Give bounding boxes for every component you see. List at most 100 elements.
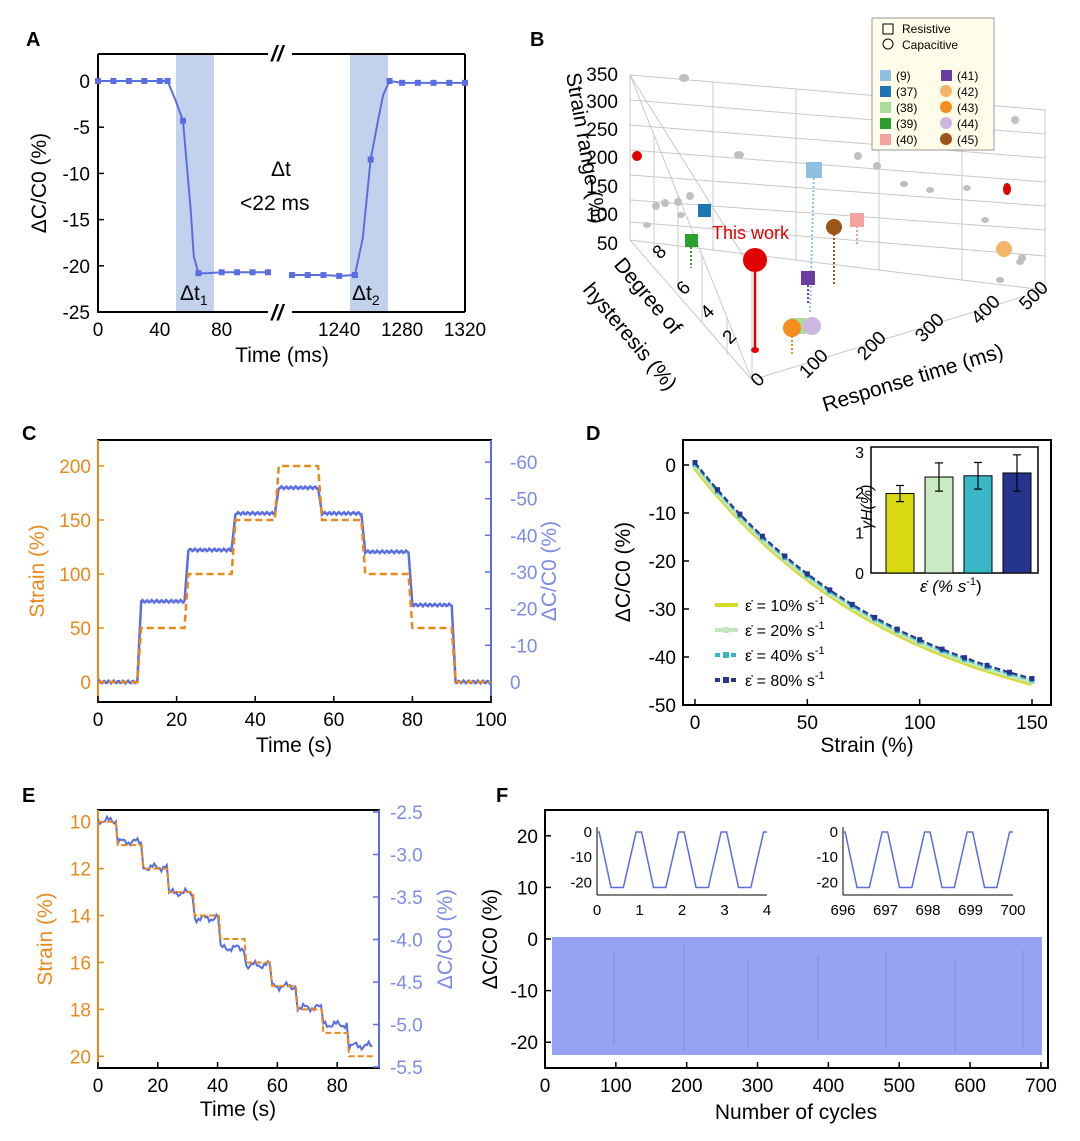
y-tick-label: -30 [649,600,676,621]
x-tick-label: 100 [904,713,936,734]
x-tick-label: 500 [883,1076,915,1097]
series-marker [692,459,698,465]
series-strain-c [98,464,491,684]
panel-d: D 0 50 100 150 0 -10 -20 -30 -40 -50 ε̇ = 10% s-… [586,423,1052,757]
y-tick-label: -40 [510,526,537,547]
x-tick-label: 400 [967,291,1004,328]
x-tick-label: 100 [475,710,507,731]
x-ticks-d: 0 50 100 150 [690,699,1048,734]
data-point [446,79,453,86]
axis-break-bottom: // [270,300,286,325]
data-point [249,269,256,276]
series-marker [1007,669,1013,675]
inset-x-tick: 1 [635,902,643,919]
y-tick-label: 100 [59,565,91,586]
inset-x-tick: 0 [593,902,601,919]
y-axis-label-e-left: Strain (%) [34,892,57,985]
data-point [367,156,374,163]
legend-b: Resistive Capacitive (9) (37) (38) (39) … [871,17,995,151]
x-axis-label-f: Number of cycles [715,1101,877,1124]
y-ticks-c-right: 0 -10 -20 -30 -40 -50 -60 [485,453,537,694]
inset-y-tick: -10 [570,849,592,866]
inset-bar [924,476,954,574]
inset-y-tick: 0 [830,824,838,841]
legend-capacitive: Capacitive [902,38,958,52]
x-tick-label: 80 [402,710,423,731]
y-tick-label: -50 [510,490,537,511]
y-tick-label: -50 [649,696,676,717]
y-tick-label: 16 [70,953,91,974]
panel-letter-b: B [530,29,544,51]
x-tick-label: 50 [797,713,818,734]
y-tick-label: 350 [586,65,618,86]
marker-ref-9 [806,162,822,178]
red-point-right [1003,183,1011,195]
x-tick-label: 40 [207,1076,228,1097]
data-points-a [95,78,468,279]
x-tick-label: 60 [267,1076,288,1097]
y-tick-label: -3.5 [390,888,423,909]
y-ticks-e-right: -2.5 -3.0 -3.5 -4.0 -4.5 -5.0 -5.5 [373,803,423,1079]
data-point [218,269,225,276]
annotation-dt: Δt [271,158,291,181]
series-line [694,463,1033,682]
x-tick-label: 40 [245,710,266,731]
inset-y-tick: -20 [570,874,592,891]
data-point [399,79,406,86]
y-axis-label-a: ΔC/C0 (%) [28,133,51,233]
y-ticks-f: 20 10 0 -10 -20 [511,827,551,1054]
inset-x-tick: 698 [915,902,940,919]
y-tick-label: 100 [586,205,618,226]
y-axis-label-c-right: ΔC/C0 (%) [538,521,561,621]
z-tick-label: 6 [673,277,695,299]
x-tick-label: 300 [742,1076,774,1097]
data-point [386,78,393,84]
y-tick-label: -3.0 [390,846,423,867]
annotation-22ms: <22 ms [240,192,309,215]
y-tick-label: -10 [63,164,90,185]
y-tick-label: 50 [597,234,618,255]
y-tick-label: -60 [510,453,537,474]
legend-ref-42: (42) [957,85,978,99]
y-tick-label: 20 [70,1047,91,1068]
legend-d: ε̇ = 10% s-1 ε̇ = 20% s-1 ε̇ = 40% s-1 ε̇ =… [715,595,825,690]
inset-x-tick: 699 [958,902,983,919]
y-tick-label: -20 [510,600,537,621]
y-tick-label: -20 [511,1033,538,1054]
y-axis-label-c-left: Strain (%) [26,524,49,617]
series-marker [1029,675,1035,681]
series-group-d [692,459,1035,686]
data-point [304,272,311,279]
marker-ref-42-right [996,241,1012,257]
inset-cycle-trace [843,831,1013,889]
x-tick-label: 400 [813,1076,845,1097]
x-tick-label: 700 [1025,1076,1057,1097]
legend-marker [723,652,729,658]
legend-ref-44: (44) [957,117,978,131]
y-tick-label: 50 [70,619,91,640]
y-tick-label: -25 [63,303,90,324]
y-tick-label: -15 [63,211,90,232]
x-tick-label: 150 [1016,713,1048,734]
series-marker [872,614,878,620]
cycling-band-f [552,937,1042,1055]
y-tick-label: 10 [517,878,538,899]
x-tick-label: 600 [954,1076,986,1097]
z-axis-label-b-2: hysteresis (%) [578,278,681,395]
x-ticks-c: 0 20 40 60 80 100 [93,696,507,731]
y-tick-label: 250 [586,120,618,141]
series-segment-1 [98,80,268,275]
series-marker [737,511,743,517]
inset-y-tick: -10 [816,849,838,866]
y-axis-label-d: ΔC/C0 (%) [612,522,635,622]
y-tick-label: 18 [70,1000,91,1021]
label-dt1: Δt1 [180,282,208,308]
x-axis-label-b: Response time (ms) [820,340,1006,417]
axis-break-top: // [270,41,286,66]
data-point [95,78,101,84]
x-tick-label: 60 [323,710,344,731]
x-tick-label: 20 [166,710,187,731]
data-point [180,117,186,124]
legend-ref-39: (39) [896,117,917,131]
